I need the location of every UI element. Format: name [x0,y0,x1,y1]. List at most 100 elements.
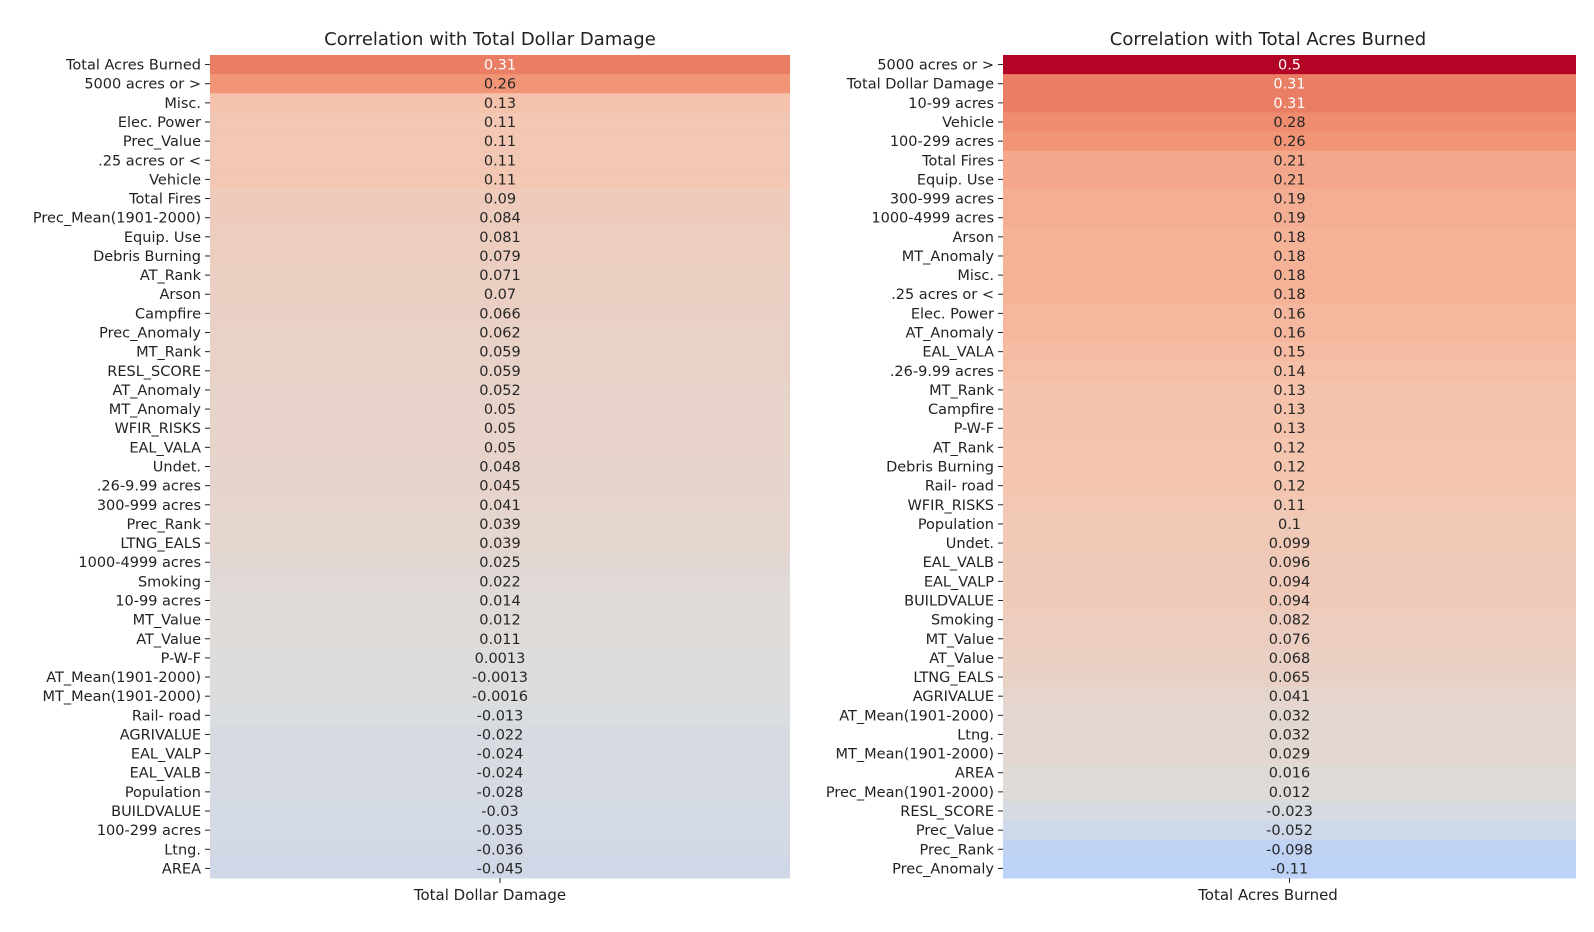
heatmap-cell [1003,763,1576,783]
cell-value-label: 0.016 [1269,766,1311,782]
y-tick-label: LTNG_EALS [913,670,994,686]
cell-value-label: 0.12 [1273,460,1305,476]
cell-value-label: -0.098 [1266,842,1313,858]
y-tick-label: 100-299 acres [890,134,994,150]
y-tick-label: AT_Rank [140,268,202,284]
cell-value-label: -0.024 [477,766,524,782]
heatmap-cell [1003,820,1576,841]
heatmap-cell [1003,590,1576,611]
y-tick-label: Elec. Power [118,115,201,131]
y-tick-label: Campfire [928,402,994,418]
y-tick-label: Smoking [138,574,201,590]
y-tick-label: MT_Anomaly [902,249,995,265]
cell-value-label: -0.024 [477,747,524,763]
cell-value-label: 0.11 [1273,498,1305,514]
cell-value-label: -0.045 [477,861,524,877]
heatmap-cell [1003,476,1576,496]
cell-value-label: -0.013 [477,708,524,724]
y-tick-label: Ltng. [164,842,201,858]
cell-value-label: 0.31 [484,58,516,74]
heatmap-cell [210,744,790,764]
cell-value-label: 0.1 [1278,517,1301,533]
heatmap-cell [210,246,790,267]
heatmap-cell [210,839,790,860]
heatmap-panel-acres-burned: Correlation with Total Acres Burned Tota… [826,29,1576,904]
y-tick-label: Rail- road [132,708,201,724]
cell-value-label: 0.065 [1269,670,1311,686]
cell-value-label: 0.059 [479,364,521,380]
heatmap-cell [1003,495,1576,515]
heatmap-cell [210,705,790,726]
heatmap-cell [1003,112,1576,133]
heatmap-cell [1003,303,1576,324]
y-tick-label: BUILDVALUE [111,804,201,820]
y-tick-label: Total Fires [921,153,994,169]
cell-value-label: 0.052 [479,383,521,399]
heatmap-cell [1003,610,1576,630]
cell-value-label: 0.032 [1269,727,1311,743]
cell-value-label: -0.028 [477,785,524,801]
y-tick-label: LTNG_EALS [120,536,201,552]
cell-value-label: 0.012 [1269,785,1311,801]
heatmap-cell [210,342,790,362]
cell-value-label: 0.14 [1273,364,1305,380]
heatmap-cell [1003,858,1576,879]
cell-value-label: 0.18 [1273,249,1305,265]
heatmap-cell [210,437,790,458]
y-tick-label: AT_Mean(1901-2000) [46,670,201,686]
y-tick-label: EAL_VALB [923,555,994,571]
y-tick-label: EAL_VALP [924,574,994,590]
y-tick-label: Smoking [931,613,994,629]
heatmap-cell [1003,380,1576,401]
cell-value-label: 0.062 [479,326,521,342]
y-tick-label: Population [125,785,201,801]
cell-value-label: -0.023 [1266,804,1313,820]
cell-value-label: 0.13 [484,96,516,112]
cell-value-label: 0.05 [484,421,516,437]
y-tick-label: MT_Mean(1901-2000) [43,689,201,705]
cell-value-label: 0.11 [484,172,516,188]
cell-value-label: 0.13 [1273,421,1305,437]
cell-value-label: 0.11 [484,134,516,150]
cell-value-label: 0.05 [484,402,516,418]
heatmap-cell [1003,801,1576,822]
y-tick-label: Misc. [957,268,994,284]
cell-value-label: 0.045 [479,479,521,495]
cell-value-label: 0.094 [1269,574,1311,590]
heatmap-cell [210,514,790,534]
y-tick-label: 1000-4999 acres [871,211,994,227]
heatmap-cell [1003,246,1576,267]
cell-value-label: 0.084 [479,211,521,227]
chart-title: Correlation with Total Dollar Damage [324,29,656,50]
cell-value-label: 0.025 [479,555,521,571]
cell-value-label: 0.011 [479,632,521,648]
heatmap-cell [1003,188,1576,209]
cell-value-label: -0.036 [477,842,524,858]
heatmap-cell [1003,724,1576,745]
heatmap-cell [1003,150,1576,171]
heatmap-cell [210,93,790,113]
heatmap-cell [210,208,790,228]
cell-value-label: 0.19 [1273,211,1305,227]
heatmap-cell [1003,533,1576,554]
y-tick-label: P-W-F [954,421,994,437]
y-tick-label: Elec. Power [911,306,994,322]
heatmap-cell [210,265,790,286]
heatmap-cell [1003,705,1576,726]
cell-value-label: 0.094 [1269,593,1311,609]
y-tick-label: AREA [162,861,201,877]
y-tick-label: MT_Rank [929,383,994,399]
y-tick-label: 10-99 acres [115,593,201,609]
cell-value-label: 0.21 [1273,153,1305,169]
heatmap-cell [1003,169,1576,190]
y-tick-label: Vehicle [942,115,994,131]
y-tick-label: Prec_Value [916,823,994,839]
y-tick-label: 300-999 acres [890,192,994,208]
x-axis-label: Total Acres Burned [1197,886,1338,904]
y-tick-label: MT_Rank [136,345,201,361]
heatmap-cell [1003,418,1576,439]
heatmap-cell [210,686,790,707]
cell-value-label: 0.071 [479,268,521,284]
heatmap-cell [1003,744,1576,764]
